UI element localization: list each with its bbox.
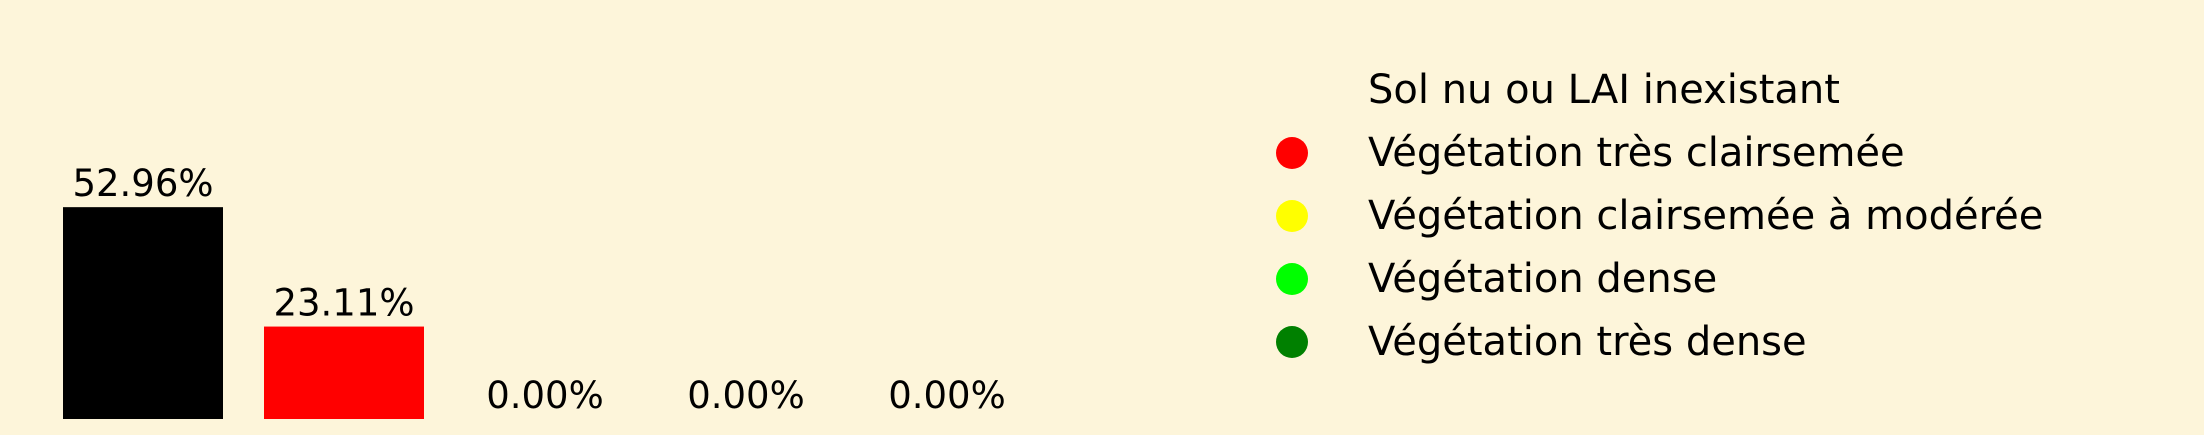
- bar-chart: 52.96% 23.11% 0.00% 0.00% 0.00%: [63, 162, 1006, 419]
- legend-label-very-sparse: Végétation très clairsemée: [1368, 129, 1905, 176]
- legend-marker-bare-soil: [1276, 73, 1308, 106]
- legend-label-sparse-moderate: Végétation clairsemée à modérée: [1368, 192, 2044, 239]
- bar-bare-soil: [63, 207, 223, 419]
- legend-marker-dense: [1276, 262, 1308, 295]
- legend-marker-very-dense: [1276, 325, 1308, 358]
- bar-value-label-bare-soil: 52.96%: [72, 162, 213, 205]
- legend-marker-very-sparse: [1276, 136, 1308, 169]
- legend-label-bare-soil: Sol nu ou LAI inexistant: [1368, 66, 1840, 113]
- bar-value-label-very-sparse: 23.11%: [273, 282, 414, 325]
- bar-very-sparse: [264, 326, 424, 419]
- legend-item-sparse-moderate: Végétation clairsemée à modérée: [1270, 184, 2043, 247]
- legend-marker-sparse-moderate: [1276, 199, 1308, 232]
- legend: Sol nu ou LAI inexistant Végétation très…: [1270, 58, 2043, 373]
- bar-value-label-dense: 0.00%: [687, 374, 805, 417]
- bar-value-label-very-dense: 0.00%: [888, 374, 1006, 417]
- legend-item-dense: Végétation dense: [1270, 247, 2043, 310]
- legend-label-dense: Végétation dense: [1368, 255, 1718, 302]
- legend-item-very-dense: Végétation très dense: [1270, 310, 2043, 373]
- legend-label-very-dense: Végétation très dense: [1368, 318, 1807, 365]
- legend-item-bare-soil: Sol nu ou LAI inexistant: [1270, 58, 2043, 121]
- bar-value-label-sparse-moderate: 0.00%: [486, 374, 604, 417]
- legend-item-very-sparse: Végétation très clairsemée: [1270, 121, 2043, 184]
